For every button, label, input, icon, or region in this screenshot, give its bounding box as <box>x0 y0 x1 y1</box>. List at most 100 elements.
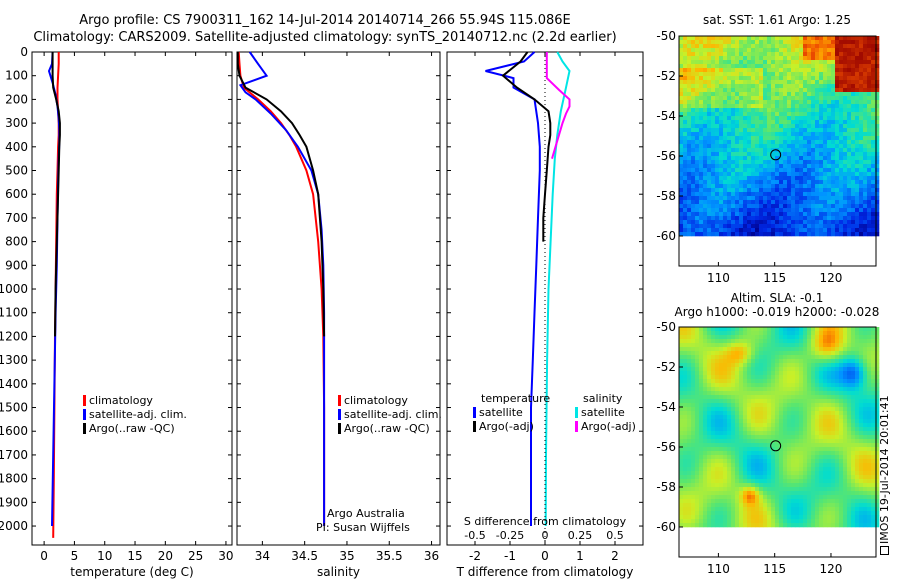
heatmap-cell <box>695 184 700 189</box>
heatmap-cell <box>835 184 840 189</box>
heatmap-cell <box>775 379 780 384</box>
heatmap-cell <box>687 36 692 41</box>
heatmap-cell <box>783 92 788 97</box>
heatmap-cell <box>747 475 752 480</box>
heatmap-cell <box>703 192 708 197</box>
map-title-sst: sat. SST: 1.61 Argo: 1.25 <box>703 13 851 27</box>
heatmap-cell <box>775 395 780 400</box>
heatmap-cell <box>719 184 724 189</box>
heatmap-cell <box>851 40 856 45</box>
heatmap-cell <box>783 160 788 165</box>
heatmap-cell <box>855 427 860 432</box>
heatmap-cell <box>799 439 804 444</box>
heatmap-cell <box>723 188 728 193</box>
heatmap-cell <box>875 176 880 181</box>
heatmap-cell <box>779 339 784 344</box>
heatmap-cell <box>687 84 692 89</box>
heatmap-cell <box>863 331 868 336</box>
heatmap-cell <box>807 164 812 169</box>
heatmap-cell <box>871 463 876 468</box>
heatmap-cell <box>719 387 724 392</box>
heatmap-cell <box>827 499 832 504</box>
heatmap-cell <box>843 136 848 141</box>
heatmap-cell <box>711 200 716 205</box>
heatmap-cell <box>791 168 796 173</box>
heatmap-cell <box>803 383 808 388</box>
heatmap-cell <box>771 375 776 380</box>
heatmap-cell <box>807 339 812 344</box>
heatmap-cell <box>679 347 684 352</box>
heatmap-cell <box>847 343 852 348</box>
heatmap-cell <box>843 120 848 125</box>
heatmap-cell <box>819 447 824 452</box>
heatmap-cell <box>687 156 692 161</box>
heatmap-cell <box>683 383 688 388</box>
heatmap-cell <box>751 140 756 145</box>
heatmap-cell <box>767 112 772 117</box>
heatmap-cell <box>731 204 736 209</box>
heatmap-cell <box>831 451 836 456</box>
top-tick-label-s: -0.25 <box>496 529 524 542</box>
heatmap-cell <box>843 419 848 424</box>
heatmap-cell <box>783 479 788 484</box>
heatmap-cell <box>775 132 780 137</box>
heatmap-cell <box>699 204 704 209</box>
heatmap-cell <box>819 180 824 185</box>
legend-item-temperature-swatch <box>83 423 86 434</box>
heatmap-cell <box>875 355 880 360</box>
heatmap-cell <box>699 80 704 85</box>
heatmap-cell <box>719 431 724 436</box>
heatmap-cell <box>839 156 844 161</box>
heatmap-cell <box>847 487 852 492</box>
heatmap-cell <box>779 72 784 77</box>
heatmap-cell <box>695 36 700 41</box>
heatmap-cell <box>715 64 720 69</box>
heatmap-cell <box>707 40 712 45</box>
heatmap-cell <box>747 451 752 456</box>
heatmap-cell <box>819 184 824 189</box>
heatmap-cell <box>803 176 808 181</box>
heatmap-cell <box>815 64 820 69</box>
heatmap-cell <box>763 84 768 89</box>
heatmap-cell <box>819 495 824 500</box>
heatmap-cell <box>811 387 816 392</box>
heatmap-cell <box>707 495 712 500</box>
heatmap-cell <box>691 124 696 129</box>
heatmap-cell <box>855 491 860 496</box>
heatmap-cell <box>871 383 876 388</box>
heatmap-cell <box>843 200 848 205</box>
heatmap-cell <box>755 84 760 89</box>
heatmap-cell <box>723 100 728 105</box>
heatmap-cell <box>747 383 752 388</box>
heatmap-cell <box>739 403 744 408</box>
heatmap-cell <box>855 335 860 340</box>
heatmap-cell <box>847 164 852 169</box>
heatmap-cell <box>759 120 764 125</box>
heatmap-cell <box>759 84 764 89</box>
heatmap-cell <box>851 439 856 444</box>
heatmap-cell <box>767 144 772 149</box>
heatmap-cell <box>795 132 800 137</box>
heatmap-cell <box>739 499 744 504</box>
heatmap-cell <box>743 471 748 476</box>
heatmap-cell <box>843 84 848 89</box>
heatmap-cell <box>691 152 696 157</box>
heatmap-cell <box>791 427 796 432</box>
heatmap-cell <box>859 499 864 504</box>
heatmap-cell <box>859 447 864 452</box>
heatmap-cell <box>831 427 836 432</box>
heatmap-cell <box>735 331 740 336</box>
heatmap-cell <box>795 391 800 396</box>
heatmap-cell <box>843 60 848 65</box>
heatmap-cell <box>775 84 780 89</box>
heatmap-cell <box>867 56 872 61</box>
heatmap-cell <box>803 411 808 416</box>
heatmap-cell <box>775 228 780 233</box>
heatmap-cell <box>799 60 804 65</box>
heatmap-cell <box>835 379 840 384</box>
heatmap-cell <box>783 84 788 89</box>
heatmap-cell <box>819 375 824 380</box>
heatmap-cell <box>695 503 700 508</box>
heatmap-cell <box>779 148 784 153</box>
heatmap-cell <box>843 363 848 368</box>
